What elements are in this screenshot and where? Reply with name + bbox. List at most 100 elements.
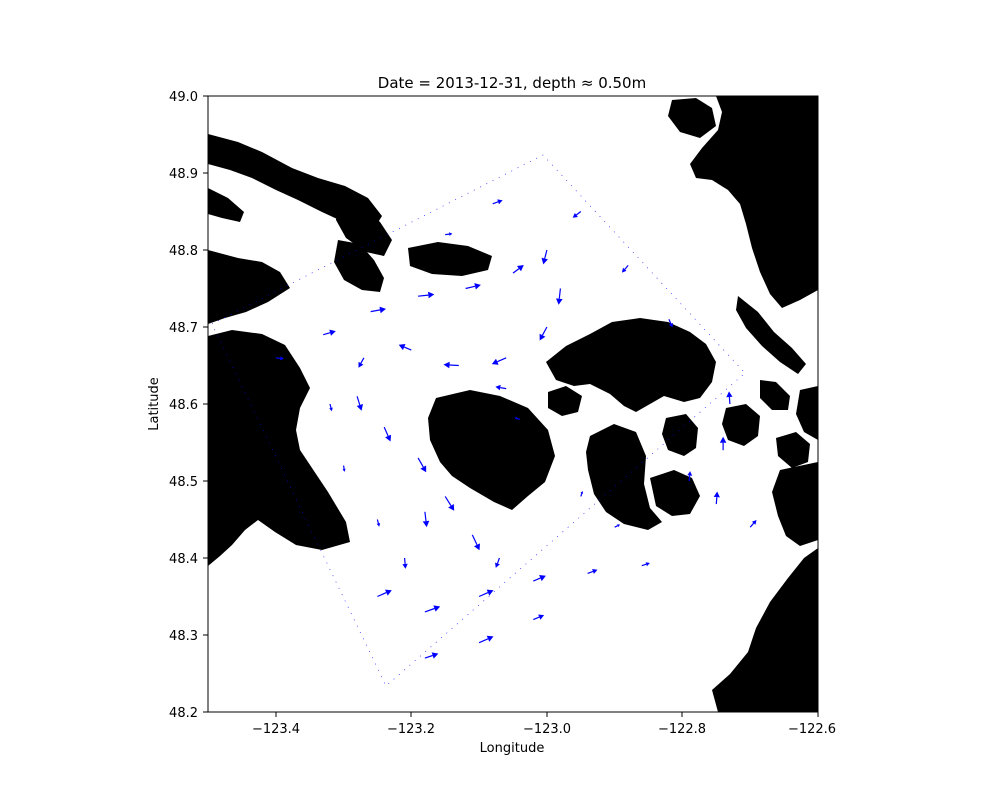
current-arrow-head [517,265,524,272]
land-east-shore [736,296,806,374]
current-arrow [713,491,720,505]
current-arrow [492,199,503,205]
current-arrow [444,496,455,511]
current-arrow-head [580,491,584,494]
y-tick-label: 49.0 [169,90,198,105]
current-arrow [641,562,650,567]
current-arrow-head [420,465,427,473]
current-arrow [495,384,507,391]
current-arrow-shaft [465,285,476,290]
current-arrow-shaft [417,457,424,468]
current-arrow-head [385,434,392,442]
current-arrow-shaft [329,403,332,409]
y-axis: 48.2 48.3 48.4 48.5 48.6 48.7 48.8 48.9 … [147,90,208,721]
current-arrow [749,520,757,528]
current-arrow-head [329,407,333,412]
current-arrow-head [538,614,545,620]
current-arrow-head [617,524,621,528]
y-tick-label: 48.9 [169,167,198,182]
current-arrow-shaft [360,357,365,364]
current-arrow [587,569,598,574]
current-arrow-head [433,605,441,612]
y-tick-label: 48.4 [169,552,198,567]
current-arrow-head [486,589,494,596]
current-arrow [478,589,494,598]
current-arrow [533,614,545,621]
current-arrow [539,326,548,341]
current-arrow-head [726,391,733,398]
current-arrow [418,291,435,299]
current-arrow-shaft [496,557,500,564]
current-arrow-shaft [424,607,435,613]
current-arrow-shaft [575,211,582,216]
current-arrow-shaft [492,201,499,205]
x-tick-label: −122.6 [788,722,836,737]
current-arrow [376,519,381,527]
current-arrow-head [621,267,627,273]
current-arrow-head [719,436,727,443]
current-arrow-shaft [749,522,755,528]
current-arrow [398,344,412,351]
land-island [428,390,555,510]
current-arrow-shaft [424,511,427,522]
current-arrow [580,491,584,497]
current-arrow-shaft [587,570,594,574]
current-arrow [275,356,284,361]
current-arrow-shaft [424,654,433,659]
current-arrow-shaft [580,493,583,497]
current-arrow-shaft [323,332,331,336]
land-island [408,242,492,276]
current-arrow-shaft [383,426,389,437]
current-arrow [342,465,346,472]
current-arrow [533,575,546,582]
current-arrow-head [449,232,453,236]
current-arrow-shaft [497,357,507,363]
current-arrow [424,652,439,659]
current-arrow-shaft [533,616,540,621]
current-arrow-head [376,523,381,527]
current-arrow-shaft [370,309,381,313]
current-arrow-head [428,291,435,299]
current-arrow-shaft [624,265,629,270]
current-arrow-head [474,543,480,551]
current-arrow-head [329,329,336,336]
y-axis-label: Latitude [147,377,162,431]
current-arrow-head [668,322,673,328]
current-arrow-shaft [403,346,412,351]
current-arrow-head [539,333,546,341]
current-vectors [275,199,757,659]
land-east-shore [690,96,818,308]
current-arrow-head [495,384,501,391]
current-arrow-shaft [478,638,489,644]
current-arrow-shaft [715,497,718,505]
current-arrow [668,319,673,328]
current-arrow-head [497,199,503,205]
current-arrow-head [539,575,546,582]
current-arrow-shaft [356,396,361,406]
current-arrow-shaft [512,268,520,274]
current-arrow [614,524,621,528]
land-west-shore [208,250,290,324]
current-arrow-shaft [404,557,406,564]
y-tick-label: 48.8 [169,244,198,259]
current-arrow [356,396,363,411]
current-arrow-shaft [377,592,387,598]
current-arrow-shaft [728,397,731,405]
land-island [336,200,392,256]
current-arrow [726,391,733,405]
current-arrow [377,589,392,598]
current-arrow-head [645,562,650,567]
current-arrow [417,457,427,473]
current-arrow-head [474,283,481,290]
current-arrow-head [491,358,499,365]
current-arrow [445,232,453,236]
current-arrow-head [556,298,563,305]
land-masses [208,96,818,712]
land-east-shore [760,380,790,410]
land-island [334,240,384,292]
current-arrow-head [751,520,757,525]
chart-title: Date = 2013-12-31, depth ≈ 0.50m [378,74,646,92]
land-island [546,318,716,412]
x-tick-label: −123.0 [523,722,571,737]
